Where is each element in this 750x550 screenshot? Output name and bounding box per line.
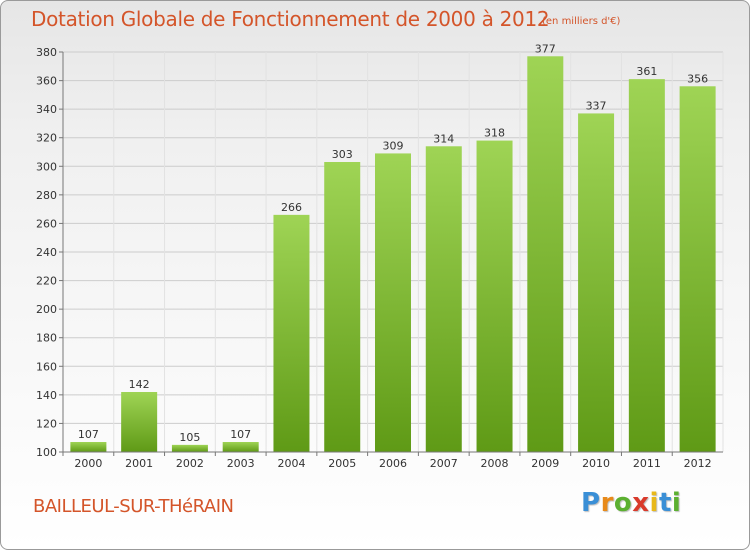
chart-title: Dotation Globale de Fonctionnement de 20…	[31, 7, 550, 31]
y-tick-label: 240	[36, 246, 57, 259]
y-tick-label: 300	[36, 160, 57, 173]
x-tick-label: 2003	[227, 457, 255, 470]
bar	[121, 392, 158, 452]
y-tick-label: 320	[36, 132, 57, 145]
x-tick-label: 2002	[176, 457, 204, 470]
logo-letter: r	[600, 488, 614, 518]
bar-layer: 107 142 105 107 266 303 309 314 318 377 337 361 356	[70, 42, 716, 453]
data-label: 107	[230, 428, 251, 441]
y-tick-label: 260	[36, 217, 57, 230]
proxiti-logo: Proxiti	[581, 488, 681, 518]
y-tick-label: 360	[36, 75, 57, 88]
bar	[628, 79, 665, 453]
data-label: 303	[332, 148, 353, 161]
data-label: 142	[129, 378, 150, 391]
bar	[324, 162, 361, 452]
data-label: 309	[383, 139, 404, 152]
commune-name: BAILLEUL-SUR-THéRAIN	[33, 496, 234, 517]
y-tick-label: 120	[36, 417, 57, 430]
y-tick-label: 200	[36, 303, 57, 316]
logo-letter: i	[649, 488, 659, 518]
logo-letter: i	[671, 488, 682, 518]
y-tick-label: 140	[36, 389, 57, 402]
x-tick-label: 2005	[328, 457, 356, 470]
x-tick-label: 2007	[430, 457, 458, 470]
logo-letter: P	[581, 488, 601, 518]
y-tick-label: 220	[36, 275, 57, 288]
data-label: 314	[433, 132, 454, 145]
bar	[70, 442, 107, 452]
y-tick-label: 340	[36, 103, 57, 116]
x-tick-label: 2006	[379, 457, 407, 470]
logo-letter: o	[613, 488, 633, 518]
bar	[476, 140, 513, 453]
bar	[171, 444, 208, 452]
bar	[425, 146, 462, 453]
bar	[375, 153, 411, 452]
x-tick-label: 2000	[74, 457, 102, 470]
data-label: 361	[636, 65, 657, 78]
unit-label: (en milliers d'€)	[542, 16, 621, 27]
bar	[222, 442, 259, 452]
data-label: 337	[586, 99, 607, 112]
bar	[679, 86, 716, 453]
data-label: 318	[484, 127, 505, 140]
x-tick-label: 2008	[481, 457, 509, 470]
y-tick-label: 160	[36, 360, 57, 373]
x-tick-label: 2009	[531, 457, 559, 470]
x-tick-label: 2011	[633, 457, 661, 470]
data-label: 107	[78, 428, 99, 441]
x-tick-label: 2012	[684, 457, 712, 470]
bar	[527, 56, 564, 453]
axis-layer: 100 120 140 160 180 200 220 240 260 280 300 320 340 3…	[36, 46, 723, 470]
data-label: 377	[535, 42, 556, 55]
y-tick-label: 380	[36, 46, 57, 59]
x-tick-label: 2004	[277, 457, 305, 470]
y-tick-label: 180	[36, 332, 57, 345]
y-tick-label: 100	[36, 446, 57, 459]
data-label: 266	[281, 201, 302, 214]
logo-letter: t	[658, 488, 672, 518]
bar	[273, 214, 310, 452]
data-label: 356	[687, 72, 708, 85]
y-tick-label: 280	[36, 189, 57, 202]
x-tick-label: 2001	[125, 457, 153, 470]
bar	[578, 113, 615, 452]
logo-letter: x	[632, 488, 650, 518]
x-tick-label: 2010	[582, 457, 610, 470]
data-label: 105	[179, 431, 200, 444]
